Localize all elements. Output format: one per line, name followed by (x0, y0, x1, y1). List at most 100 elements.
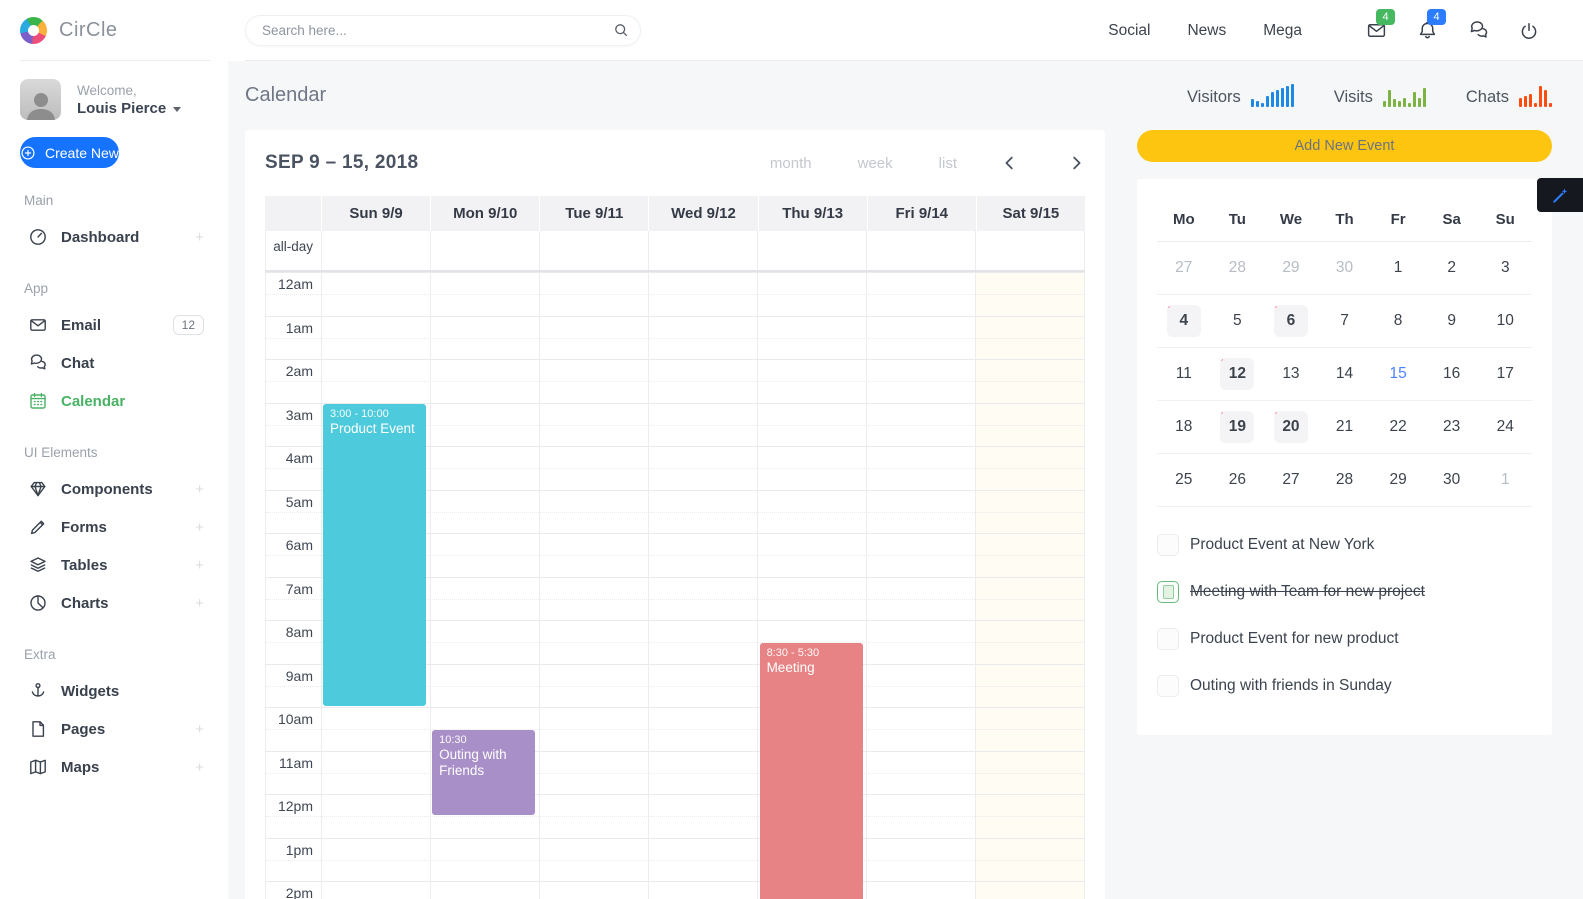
mini-day[interactable]: 10 (1496, 312, 1514, 329)
mini-day[interactable]: 29 (1389, 471, 1407, 488)
mini-day-with-event[interactable]: 4 (1166, 305, 1201, 337)
day-column[interactable] (430, 272, 539, 899)
calendar-event[interactable]: 3:00 - 10:00 Product Event (323, 403, 427, 706)
mini-day[interactable]: 21 (1335, 418, 1354, 435)
mini-day-today[interactable]: 15 (1389, 365, 1407, 382)
customizer-toggle-button[interactable] (1537, 178, 1583, 212)
mini-day[interactable]: 7 (1340, 312, 1349, 329)
mini-day-with-event[interactable]: 12 (1220, 358, 1255, 390)
sidebar-item-calendar[interactable]: Calendar (0, 382, 228, 420)
view-button-month[interactable]: month (769, 154, 812, 172)
mini-day[interactable]: 26 (1228, 471, 1246, 488)
mini-day[interactable]: 9 (1447, 312, 1456, 329)
day-column[interactable] (757, 272, 866, 899)
mail-icon[interactable]: 4 (1366, 9, 1395, 41)
sidebar-item-widgets[interactable]: Widgets (0, 672, 228, 710)
all-day-cell[interactable] (539, 231, 648, 270)
search-input[interactable] (245, 15, 641, 46)
mini-day[interactable]: 1 (1393, 259, 1403, 276)
mini-day-with-event[interactable]: 20 (1273, 411, 1308, 443)
mini-day[interactable]: 28 (1335, 471, 1354, 488)
mini-day[interactable]: 30 (1335, 259, 1354, 276)
checkbox[interactable] (1157, 533, 1179, 556)
sidebar-item-tables[interactable]: Tables + (0, 546, 228, 584)
calendar-event[interactable]: 8:30 - 5:30 Meeting (759, 642, 863, 899)
day-column[interactable] (539, 272, 648, 899)
user-avatar[interactable] (20, 79, 61, 120)
day-column[interactable] (866, 272, 975, 899)
mini-day[interactable]: 8 (1393, 312, 1403, 329)
checkbox[interactable] (1157, 627, 1179, 650)
stat-label: Chats (1465, 88, 1509, 106)
mini-calendar-cell: 28 (1318, 464, 1372, 496)
sidebar-item-maps[interactable]: Maps + (0, 748, 228, 786)
mini-day[interactable]: 14 (1335, 365, 1354, 382)
weekday-label: We (1279, 211, 1303, 228)
nav-link-news[interactable]: News (1187, 21, 1227, 39)
view-button-list[interactable]: list (938, 154, 957, 172)
mini-day[interactable]: 22 (1389, 418, 1407, 435)
mini-calendar-cell: 1 (1478, 464, 1532, 496)
brand[interactable]: CirCle (0, 0, 228, 61)
create-new-button[interactable]: Create New (20, 137, 119, 168)
mini-day[interactable]: 18 (1175, 418, 1193, 435)
expand-plus-icon: + (195, 720, 204, 738)
all-day-cell[interactable] (430, 231, 539, 270)
chat-icon[interactable] (1468, 20, 1489, 41)
all-day-cell[interactable] (866, 231, 975, 270)
mini-day[interactable]: 17 (1496, 365, 1514, 382)
all-day-cell[interactable] (757, 231, 866, 270)
mini-day-with-event[interactable]: 19 (1220, 411, 1255, 443)
event-title: Product Event (330, 420, 415, 436)
calendar-event[interactable]: 10:30 Outing with Friends (432, 729, 536, 815)
mini-day[interactable]: 2 (1447, 259, 1456, 276)
view-button-week[interactable]: week (857, 154, 893, 172)
notifications-bell-icon[interactable]: 4 (1417, 9, 1446, 41)
mini-day[interactable]: 25 (1175, 471, 1193, 488)
sidebar-item-chat[interactable]: Chat (0, 344, 228, 382)
mini-day[interactable]: 30 (1443, 471, 1461, 488)
user-dropdown[interactable]: Louis Pierce (77, 100, 182, 117)
mini-day[interactable]: 3 (1500, 259, 1510, 276)
mini-day[interactable]: 5 (1233, 312, 1242, 329)
next-button[interactable] (1067, 154, 1085, 172)
checklist-item: Outing with friends in Sunday (1157, 662, 1532, 709)
mini-calendar-cell: 8 (1371, 305, 1425, 337)
all-day-cell[interactable] (321, 231, 430, 270)
prev-button[interactable] (1001, 154, 1019, 172)
sidebar-item-forms[interactable]: Forms + (0, 508, 228, 546)
mini-day[interactable]: 11 (1175, 365, 1192, 382)
event-time: 8:30 - 5:30 (766, 646, 820, 659)
add-new-event-button[interactable]: Add New Event (1137, 130, 1552, 162)
top-bar: CirCle Social News Mega 4 4 (0, 0, 1583, 61)
mini-calendar-cell: 1 (1371, 252, 1425, 284)
mini-day[interactable]: 23 (1443, 418, 1461, 435)
all-day-cell[interactable] (975, 231, 1085, 270)
day-column[interactable] (648, 272, 757, 899)
checklist-label: Meeting with Team for new project (1190, 582, 1425, 600)
mini-day-with-event[interactable]: 6 (1273, 305, 1308, 337)
nav-link-mega[interactable]: Mega (1263, 21, 1302, 39)
mini-day[interactable]: 27 (1282, 471, 1300, 488)
mini-day[interactable]: 16 (1443, 365, 1461, 382)
sidebar-item-components[interactable]: Components + (0, 470, 228, 508)
sidebar-item-dashboard[interactable]: Dashboard + (0, 218, 228, 256)
all-day-cell[interactable] (648, 231, 757, 270)
checkbox[interactable] (1157, 674, 1179, 697)
sidebar-item-charts[interactable]: Charts + (0, 584, 228, 622)
mini-day[interactable]: 27 (1175, 259, 1193, 276)
sidebar-item-pages[interactable]: Pages + (0, 710, 228, 748)
sidebar-menu: Main Dashboard + App Email 12 Chat Calendar UI E… (0, 193, 228, 786)
mini-day[interactable]: 24 (1496, 418, 1514, 435)
power-icon[interactable] (1519, 21, 1539, 41)
nav-link-social[interactable]: Social (1108, 21, 1151, 39)
mini-day[interactable]: 28 (1228, 259, 1246, 276)
search-icon[interactable] (613, 22, 629, 43)
mini-calendar-cell: 22 (1371, 411, 1425, 443)
mini-day[interactable]: 13 (1282, 365, 1300, 382)
mini-day[interactable]: 29 (1282, 259, 1300, 276)
day-column[interactable] (321, 272, 430, 899)
sidebar-item-email[interactable]: Email 12 (0, 306, 228, 344)
mini-day[interactable]: 1 (1500, 471, 1510, 488)
checkbox-checked[interactable] (1157, 580, 1179, 603)
